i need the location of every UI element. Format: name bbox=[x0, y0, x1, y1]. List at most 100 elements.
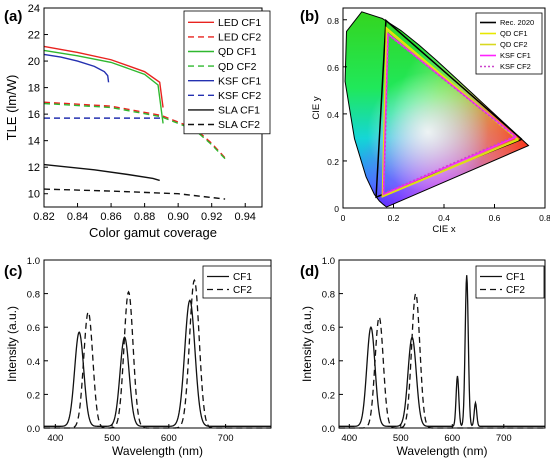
x-tick-label: 400 bbox=[341, 433, 357, 444]
y-tick-label: 0.0 bbox=[27, 424, 40, 435]
y-tick-label: 0.8 bbox=[327, 16, 339, 26]
legend-entry: LED CF2 bbox=[218, 32, 261, 44]
legend-entry: KSF CF2 bbox=[500, 62, 531, 71]
series-line bbox=[43, 49, 164, 124]
x-tick-label: 500 bbox=[393, 433, 409, 444]
legend-entry: QD CF2 bbox=[218, 61, 257, 73]
legend-entry: LED CF1 bbox=[218, 17, 261, 29]
legend-entry: KSF CF2 bbox=[218, 90, 261, 102]
axes-2: 400 500 600 700 0.0 0.2 0.4 0.6 0.8 1.0 Wavelength… bbox=[4, 256, 234, 458]
legend-entry: QD CF1 bbox=[218, 46, 257, 58]
x-tick-label: 0.82 bbox=[33, 211, 54, 223]
legend-entry: CF1 bbox=[233, 272, 252, 283]
y-tick-label: 1.0 bbox=[27, 256, 40, 267]
y-tick-label: 0.4 bbox=[327, 110, 339, 120]
legend-0: LED CF1 LED CF2 QD CF1 QD CF2 KSF CF1 KSF CF2… bbox=[183, 10, 271, 135]
x-tick-label: 0.2 bbox=[388, 213, 400, 223]
legend-entry: KSF CF1 bbox=[218, 75, 261, 87]
series-line bbox=[43, 101, 226, 159]
axes-3: 400 500 600 700 0.0 0.2 0.4 0.6 0.8 1.0 Wavelength… bbox=[300, 256, 512, 458]
x-axis-label: Wavelength (nm) bbox=[112, 444, 203, 458]
x-tick-label: 400 bbox=[47, 433, 63, 444]
x-tick-label: 0.84 bbox=[67, 211, 88, 223]
x-axis-label: Wavelength (nm) bbox=[397, 444, 488, 458]
y-tick-label: 0.6 bbox=[322, 323, 335, 334]
y-tick-label: 22 bbox=[28, 30, 40, 42]
x-tick-label: 700 bbox=[496, 433, 512, 444]
gamut-triangle bbox=[383, 33, 516, 195]
spectrum-line bbox=[339, 292, 545, 429]
y-tick-label: 0 bbox=[334, 204, 339, 214]
x-tick-label: 0 bbox=[341, 213, 346, 223]
panel-label: (d) bbox=[300, 263, 319, 280]
gamut-triangles bbox=[375, 18, 523, 199]
legend-entry: KSF CF1 bbox=[500, 51, 531, 60]
legend-1: Rec. 2020 QD CF1 QD CF2 KSF CF1 KSF CF2 bbox=[475, 12, 543, 75]
plot-frame-3 bbox=[338, 259, 546, 429]
spectrum-line bbox=[44, 278, 271, 429]
y-tick-label: 0.4 bbox=[322, 357, 335, 368]
y-tick-label: 14 bbox=[28, 136, 40, 148]
y-tick-label: 10 bbox=[28, 189, 40, 201]
legend-entry: CF2 bbox=[233, 285, 252, 296]
y-tick-label: 0.2 bbox=[327, 157, 339, 167]
x-tick-label: 0.8 bbox=[539, 213, 550, 223]
legend-entry: Rec. 2020 bbox=[500, 18, 534, 27]
series-line bbox=[43, 45, 164, 108]
series-line bbox=[43, 163, 160, 182]
series-line bbox=[43, 188, 226, 200]
legend-entry: SLA CF2 bbox=[218, 119, 260, 131]
y-tick-label: 0.2 bbox=[322, 390, 335, 401]
legend-box bbox=[475, 265, 545, 299]
x-tick-label: 0.86 bbox=[100, 211, 121, 223]
legend-entry: QD CF2 bbox=[500, 40, 528, 49]
legend-box bbox=[202, 265, 272, 299]
series-line bbox=[43, 53, 110, 83]
x-tick-label: 0.88 bbox=[134, 211, 155, 223]
y-tick-label: 24 bbox=[28, 3, 40, 15]
spectrum-line bbox=[44, 299, 271, 427]
series-lines-a bbox=[43, 45, 228, 200]
y-tick-label: 18 bbox=[28, 83, 40, 95]
x-tick-label: 0.94 bbox=[235, 211, 256, 223]
y-tick-label: 1.0 bbox=[322, 256, 335, 267]
series-lines-2 bbox=[44, 278, 271, 429]
y-axis-label: Intensity (a.u.) bbox=[300, 306, 314, 382]
axes-1: 0 0.2 0.4 0.6 0.8 0 0.2 0.4 0.6 0.8 CIE x CIE y (b) bbox=[300, 8, 550, 235]
y-tick-label: 20 bbox=[28, 56, 40, 68]
series-line bbox=[43, 102, 228, 162]
x-tick-label: 0.92 bbox=[201, 211, 222, 223]
y-tick-label: 0.0 bbox=[322, 424, 335, 435]
y-tick-label: 0.6 bbox=[27, 323, 40, 334]
x-tick-label: 700 bbox=[218, 433, 234, 444]
x-axis-label: Color gamut coverage bbox=[89, 225, 217, 240]
panel-label: (a) bbox=[4, 8, 22, 25]
x-tick-label: 500 bbox=[104, 433, 120, 444]
axes-0: 0.82 0.84 0.86 0.88 0.90 0.92 0.94 10 12 14 16 18 20… bbox=[4, 3, 256, 240]
x-axis-label: CIE x bbox=[432, 224, 455, 235]
x-tick-label: 0.90 bbox=[167, 211, 188, 223]
y-tick-label: 0.8 bbox=[27, 290, 40, 301]
y-tick-label: 0.8 bbox=[322, 290, 335, 301]
legend-entry: CF2 bbox=[506, 285, 525, 296]
plot-frame-2 bbox=[43, 259, 272, 429]
y-tick-label: 0.2 bbox=[27, 390, 40, 401]
x-tick-label: 600 bbox=[444, 433, 460, 444]
y-tick-label: 16 bbox=[28, 109, 40, 121]
y-axis-label: TLE (lm/W) bbox=[4, 75, 19, 141]
panel-label: (b) bbox=[300, 8, 319, 25]
legend-box bbox=[183, 10, 271, 135]
legend-entry: CF1 bbox=[506, 272, 525, 283]
panel-label: (c) bbox=[4, 263, 22, 280]
x-tick-label: 600 bbox=[161, 433, 177, 444]
x-tick-label: 0.6 bbox=[489, 213, 501, 223]
spectrum-line bbox=[339, 275, 545, 427]
y-tick-label: 0.4 bbox=[27, 357, 40, 368]
y-axis-label: Intensity (a.u.) bbox=[5, 306, 19, 382]
x-tick-label: 0.4 bbox=[438, 213, 450, 223]
legend-entry: SLA CF1 bbox=[218, 105, 260, 117]
y-tick-label: 0.6 bbox=[327, 63, 339, 73]
